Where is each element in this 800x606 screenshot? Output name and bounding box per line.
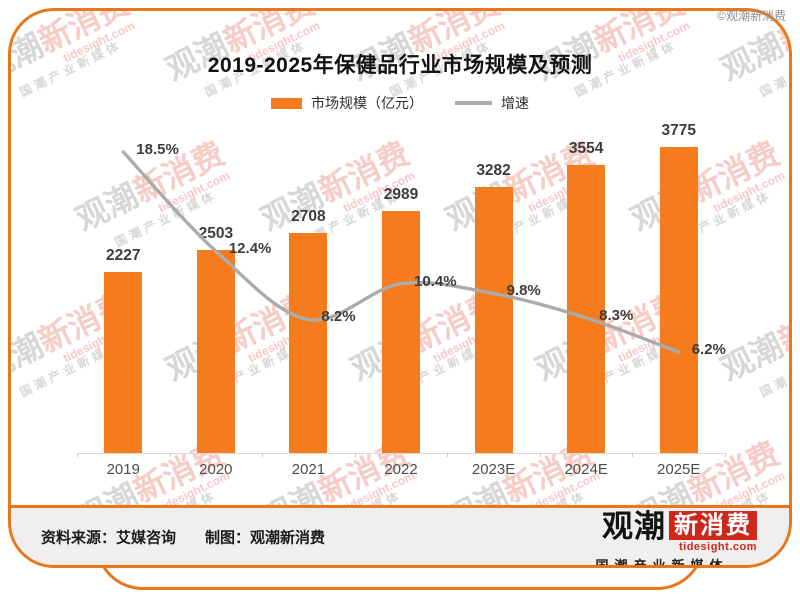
bar-2025E [659,146,698,453]
brand-logo: 观潮 新消费 tidesight.com 国潮产业新媒体 [567,511,757,568]
axis-tick [354,453,356,457]
bar-value-label-2021: 2708 [291,208,326,226]
bar-2021 [289,233,328,453]
chart-area: 2019-2025年保健品行业市场规模及预测 市场规模（亿元） 增速 2227 2… [11,11,789,565]
growth-rate-label-2021: 8.2% [321,308,356,326]
bar-series-swatch-icon [271,97,302,109]
x-axis-label-2023E: 2023E [471,461,516,478]
axis-tick [725,453,726,457]
x-axis-label-2019: 2019 [106,461,140,478]
logo-domain-text: tidesight.com [678,541,757,553]
footer-bar: 资料来源：艾媒咨询 制图：观潮新消费 观潮 新消费 tidesight.com … [11,505,789,565]
bar-value-label-2023E: 3282 [476,161,511,179]
growth-rate-label-2020: 12.4% [228,240,272,258]
bar-value-label-2025E: 3775 [661,121,696,139]
bar-2019 [104,272,143,453]
bar-2023E [474,186,513,453]
bar-2022 [382,210,420,453]
copyright-text: ©观潮新消费 [717,9,786,23]
chart-title: 2019-2025年保健品行业市场规模及预测 [207,54,593,77]
brand-logo-wordmark: 观潮 新消费 [567,511,757,542]
x-axis-label-2022: 2022 [384,461,418,478]
growth-rate-label-2024E: 8.3% [599,306,634,324]
growth-line-svg [121,150,681,354]
x-axis-label-2020: 2020 [199,461,233,478]
logo-guanchao-text: 观潮 [602,509,666,544]
x-axis-label-2024E: 2024E [564,461,608,478]
bar-value-label-2022: 2989 [383,185,419,203]
bar-value-label-2024E: 3554 [568,139,604,157]
data-source-text: 资料来源：艾媒咨询 [41,529,177,546]
logo-tagline-text: 国潮产业新媒体 [595,558,729,568]
bar-value-label-2019: 2227 [106,247,141,265]
axis-tick [539,453,541,457]
axis-tick [262,453,264,457]
growth-rate-label-2025E: 6.2% [691,340,726,358]
chart-credit-text: 制图：观潮新消费 [205,529,326,546]
x-axis-label-2021: 2021 [291,461,326,478]
axis-tick [77,453,78,457]
axis-tick [632,453,634,457]
bar-2020 [196,250,235,453]
x-axis-line [77,453,725,454]
legend-label-growth: 增速 [501,95,529,111]
growth-rate-label-2022: 10.4% [414,272,457,290]
line-series-swatch-icon [455,101,492,105]
bar-2024E [567,164,606,453]
chart-legend: 市场规模（亿元） 增速 [11,93,789,113]
axis-tick [447,453,449,457]
growth-line-path [121,150,681,354]
legend-label-market-size: 市场规模（亿元） [311,95,423,111]
growth-rate-label-2019: 18.5% [136,141,179,158]
growth-rate-label-2023E: 9.8% [506,282,541,300]
logo-xinxiaofei-badge: 新消费 [669,511,757,541]
chart-card: 观潮新消费 tidesight.com 国潮产业新媒体 观潮新消费 tidesight.… [8,8,792,568]
bar-value-label-2020: 2503 [198,225,234,242]
axis-tick [169,453,171,457]
x-axis-label-2025E: 2025E [657,461,701,478]
